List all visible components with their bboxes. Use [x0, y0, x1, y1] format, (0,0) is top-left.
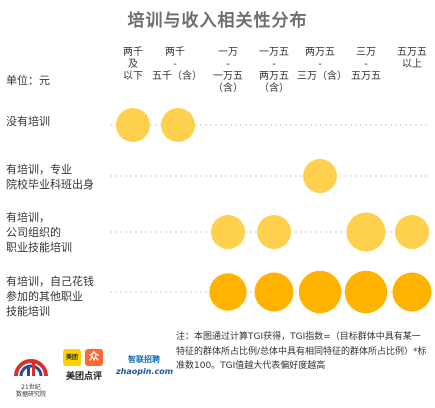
- column-header: 五万五 以上: [397, 47, 427, 70]
- bubble-mark: [254, 272, 294, 312]
- row-label: 有培训，自己花钱 参加的其他职业 技能培训: [6, 275, 94, 318]
- bubble-mark: [395, 215, 429, 249]
- bubble-mark: [392, 272, 432, 312]
- meituan-dianping-text: 美团点评: [65, 372, 102, 382]
- cbn-21-logo-text: 21世纪 数据研究院: [15, 384, 46, 398]
- bubble-mark: [161, 108, 195, 142]
- unit-label: 单位：元: [6, 74, 50, 87]
- zhaopin-url: zhaopin.com: [116, 367, 174, 376]
- column-header: 一万五 - 两万五（含）: [259, 47, 289, 94]
- dianping-logo: 众: [85, 349, 103, 366]
- bubble-mark: [257, 215, 291, 249]
- column-header: 两千 及 以下: [123, 47, 143, 82]
- bubble-mark: [116, 108, 150, 142]
- bubble-mark: [211, 215, 245, 249]
- bubble-mark: [303, 159, 337, 193]
- column-header: 一万 - 一万五（含）: [213, 47, 243, 94]
- row-label: 有培训，专业 院校毕业科班出身: [6, 163, 94, 191]
- row-label: 有培训， 公司组织的 职业技能培训: [6, 211, 72, 254]
- bubble-mark: [298, 270, 342, 314]
- chart-title: 培训与收入相关性分布: [127, 11, 308, 31]
- column-header: 三万 - 五万五: [351, 47, 381, 82]
- meituan-logo: 美团: [63, 349, 81, 366]
- cbn-21-logo: [14, 359, 48, 377]
- bubble-mark: [346, 212, 386, 252]
- column-header: 两千 - 五千（含）: [152, 47, 202, 82]
- footnote: 注：本图通过计算TGI获得，TGI指数=（目标群体中具有某一特征的群体所占比例/…: [176, 332, 427, 371]
- bubble-mark: [209, 273, 247, 311]
- zhaopin-logo: 智联招聘: [128, 355, 160, 364]
- column-header: 两万五 - 三万（含）: [297, 47, 347, 82]
- bubble-mark: [344, 270, 388, 314]
- row-label: 没有培训: [6, 115, 50, 128]
